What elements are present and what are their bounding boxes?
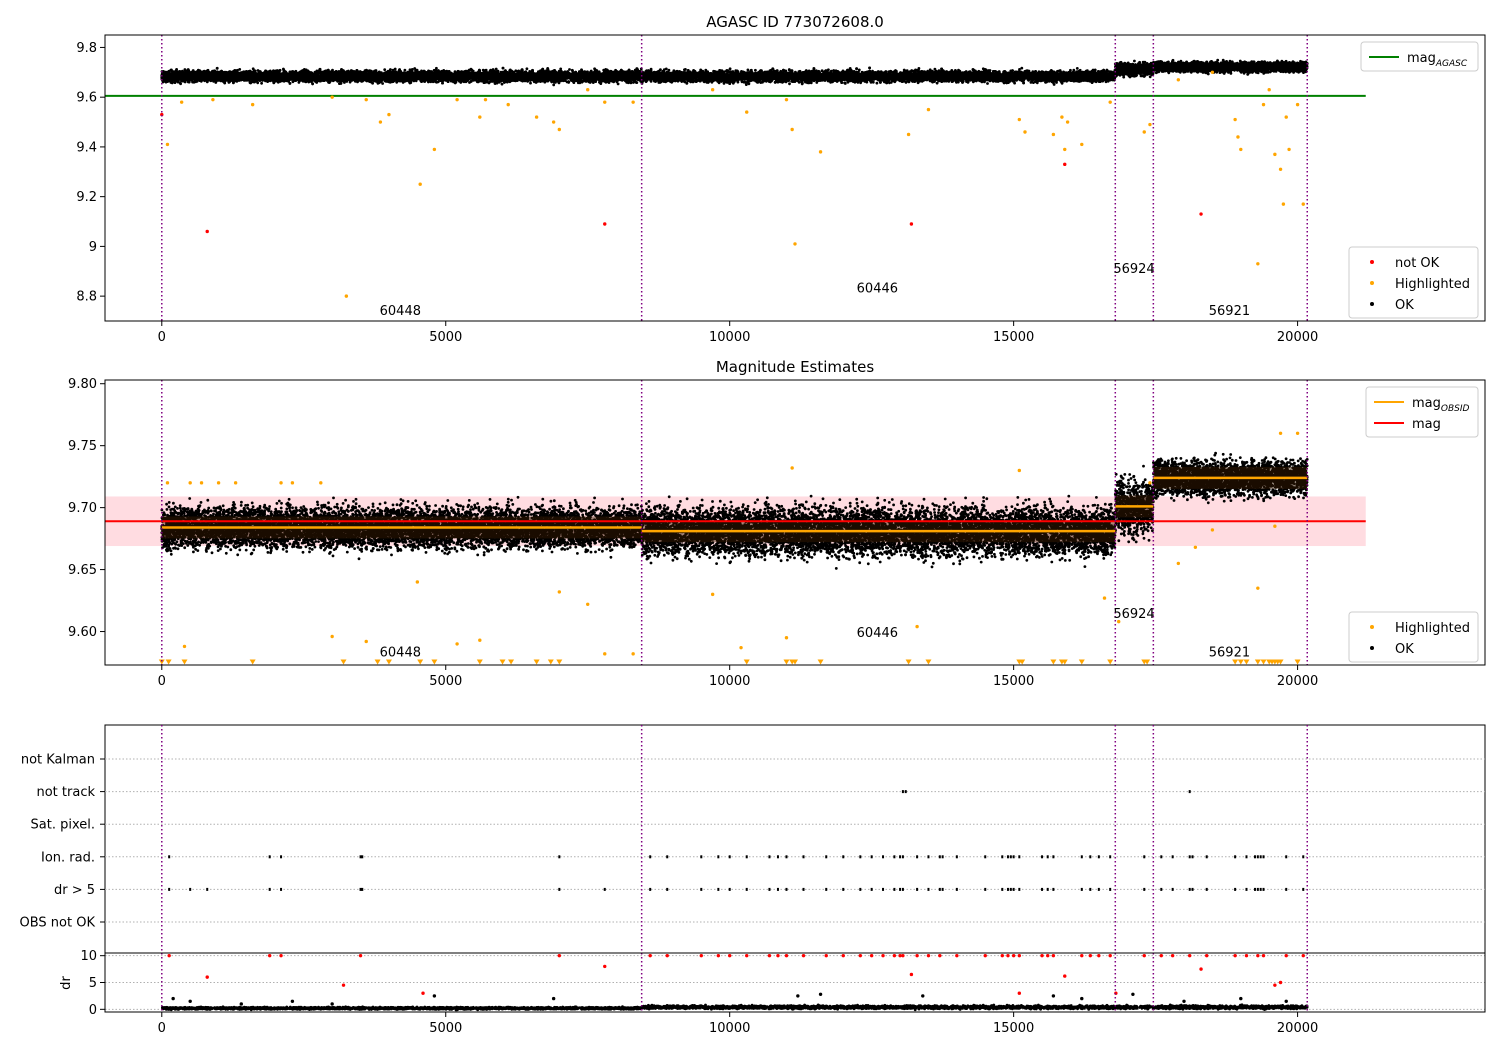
- p1-ok-point: [403, 68, 407, 72]
- axes-layer: 0 5000 10000 15000 200008.899.29.49.69.86044…: [20, 13, 1486, 1036]
- p1-plot-area: [105, 58, 1366, 298]
- p1-ok-point: [875, 81, 879, 85]
- p1-ok-point: [381, 82, 384, 85]
- p1-ok-point: [494, 67, 498, 71]
- p1-ok-point: [435, 66, 438, 70]
- p1-ok-point: [568, 68, 571, 71]
- p1-ok-point: [383, 68, 387, 71]
